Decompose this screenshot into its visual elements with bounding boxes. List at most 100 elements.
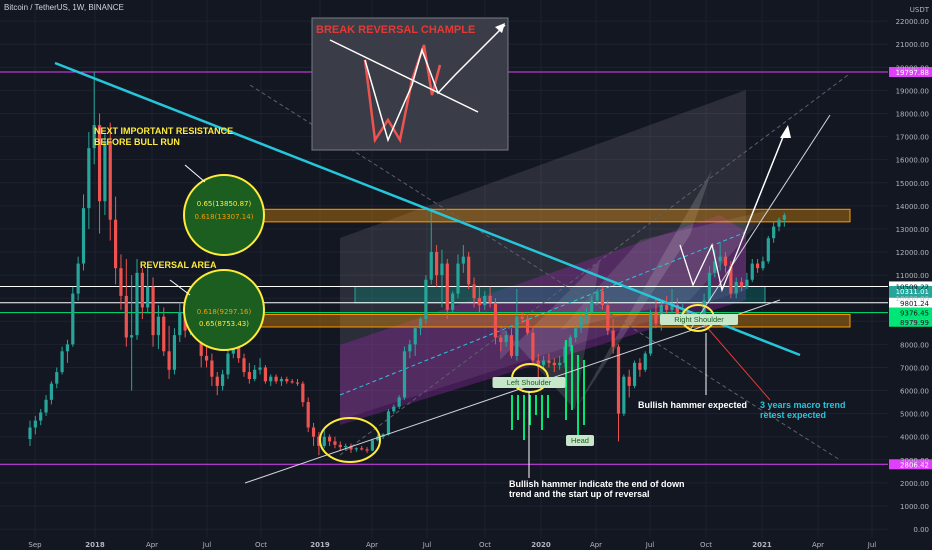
candle-body: [558, 362, 562, 366]
candle-body: [568, 337, 572, 347]
candle-body: [338, 444, 342, 448]
candle-body: [354, 448, 358, 450]
candle-body: [734, 282, 738, 294]
candle-body: [349, 445, 353, 450]
candle-body: [210, 360, 214, 377]
candle-body: [365, 449, 369, 451]
candle-body: [392, 406, 396, 412]
candle-body: [108, 141, 112, 220]
candle-body: [370, 440, 374, 451]
red-projection: [704, 324, 771, 401]
candle-body: [33, 420, 37, 428]
support-line-2: [689, 114, 831, 331]
candle-body: [531, 332, 535, 361]
price-tag-bg: [889, 307, 932, 318]
resistance-note-line: BEFORE BULL RUN: [94, 137, 180, 147]
y-tick-label: 17000.00: [896, 134, 929, 142]
candle-body: [237, 339, 241, 359]
candle-body: [429, 252, 433, 280]
pattern-neckline: [329, 39, 479, 113]
fib-label-2: 0.618(9297.16): [197, 308, 252, 316]
pattern-candles: [363, 44, 442, 144]
candle-body: [643, 353, 647, 370]
macro-trend-note-line: 3 years macro trend: [760, 400, 846, 410]
candle-body: [140, 272, 144, 308]
candle-body: [649, 312, 653, 354]
y-tick-label: 8000.00: [900, 341, 929, 349]
channel-pink: [340, 215, 746, 425]
reversal-arrow: [169, 279, 191, 296]
fib-band-1: [239, 313, 851, 328]
x-tick-label: Jul: [202, 541, 212, 549]
y-tick-label: 22000.00: [896, 18, 929, 26]
x-tick-label: Jul: [867, 541, 877, 549]
price-tag-bg: [889, 459, 932, 470]
y-tick-label: 1000.00: [900, 503, 929, 511]
x-tick-label: Oct: [255, 541, 267, 549]
candle-body: [579, 316, 583, 329]
candle-body: [483, 295, 487, 306]
candle-body: [119, 268, 123, 296]
candle-body: [627, 376, 631, 386]
y-tick-label: 10000.00: [896, 295, 929, 303]
candle-body: [269, 376, 273, 382]
price-tag-bg: [889, 297, 932, 308]
macro-trend-note: 3 years macro trend retest expected: [760, 400, 846, 420]
candle-body: [542, 360, 546, 366]
price-tag-bg: [889, 67, 932, 78]
candle-body: [124, 295, 128, 338]
y-tick-label: 11000.00: [896, 272, 929, 280]
price-tag-label: 2806.42: [900, 461, 929, 469]
candle-body: [178, 312, 182, 336]
candle-body: [55, 372, 59, 384]
candle-body: [344, 445, 348, 448]
dashed-diag-1: [249, 84, 841, 461]
x-tick-label: 2020: [531, 541, 551, 549]
y-tick-label: 6000.00: [900, 388, 929, 396]
fib-label-1: 0.618(13307.14): [195, 213, 254, 221]
candle-body: [611, 330, 615, 347]
candle-body: [306, 402, 310, 428]
resistance-arrow: [184, 164, 206, 183]
candle-body: [130, 335, 134, 338]
candle-body: [445, 263, 449, 310]
candle-body: [413, 328, 417, 345]
hammer-note-line: trend and the start up of reversal: [509, 489, 650, 499]
candle-body: [782, 215, 786, 220]
candle-body: [504, 335, 508, 343]
pattern-head-right: [575, 170, 712, 410]
x-tick-label: 2018: [85, 541, 105, 549]
price-tag-label: 9801.24: [900, 300, 929, 308]
price-tag-label: 10311.01: [896, 288, 929, 296]
x-tick-label: Jul: [422, 541, 432, 549]
candle-body: [360, 448, 364, 450]
pattern-box-title: BREAK REVERSAL CHAMPLE: [316, 24, 475, 36]
candle-body: [456, 263, 460, 294]
left-shoulder-label: Left Shoulder: [507, 378, 552, 387]
price-axis: [888, 0, 932, 550]
macro-trendline: [54, 61, 801, 357]
circle-bottom: [319, 417, 381, 463]
candle-body: [590, 300, 594, 313]
x-tick-label: Jul: [645, 541, 655, 549]
candle-body: [638, 362, 642, 370]
candle-body: [477, 298, 481, 306]
candle-body: [520, 316, 524, 319]
candle-body: [488, 295, 492, 303]
candle-body: [97, 125, 102, 202]
candle-body: [461, 256, 465, 264]
candle-body: [772, 226, 776, 239]
y-tick-label: 5000.00: [900, 411, 929, 419]
candle-body: [285, 379, 289, 382]
hammer-note-line: Bullish hammer indicate the end of down: [509, 479, 685, 489]
candle-body: [632, 362, 637, 386]
macro-trend-note-line: retest expected: [760, 410, 826, 420]
candle-body: [317, 436, 321, 446]
candle-body: [654, 312, 658, 324]
price-axis-bg: [888, 0, 932, 550]
candle-body: [263, 367, 267, 382]
arrow-up-head: [780, 125, 791, 138]
fib-label-0: 0.65(13850.87): [197, 200, 252, 208]
candle-body: [435, 252, 439, 276]
